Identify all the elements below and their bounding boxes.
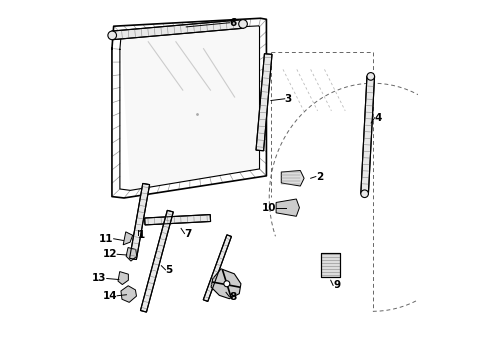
Polygon shape (141, 210, 173, 312)
Text: 12: 12 (102, 249, 117, 259)
Polygon shape (112, 20, 244, 40)
Circle shape (367, 73, 374, 80)
Polygon shape (211, 269, 241, 299)
Text: 5: 5 (166, 265, 173, 275)
Polygon shape (321, 253, 340, 277)
Text: 2: 2 (316, 172, 323, 181)
Polygon shape (145, 215, 211, 225)
Text: 10: 10 (262, 203, 276, 213)
Text: 7: 7 (185, 229, 192, 239)
Polygon shape (126, 248, 137, 261)
Polygon shape (123, 232, 133, 245)
Text: 11: 11 (99, 234, 114, 244)
Circle shape (224, 281, 230, 287)
Text: 8: 8 (229, 292, 237, 302)
Polygon shape (129, 184, 149, 260)
Polygon shape (121, 286, 137, 302)
Circle shape (361, 190, 368, 198)
Polygon shape (118, 271, 128, 284)
Polygon shape (276, 199, 299, 216)
Text: 14: 14 (102, 291, 117, 301)
Text: 1: 1 (138, 230, 145, 240)
Text: 3: 3 (285, 94, 292, 104)
Circle shape (108, 31, 117, 40)
Polygon shape (121, 26, 260, 190)
Text: 13: 13 (92, 274, 107, 283)
Circle shape (239, 20, 247, 28)
Text: 9: 9 (333, 280, 340, 291)
Polygon shape (203, 235, 231, 301)
Text: 4: 4 (374, 113, 382, 123)
Polygon shape (361, 76, 374, 194)
Polygon shape (281, 171, 304, 186)
Polygon shape (256, 54, 272, 151)
Text: 6: 6 (229, 18, 237, 28)
